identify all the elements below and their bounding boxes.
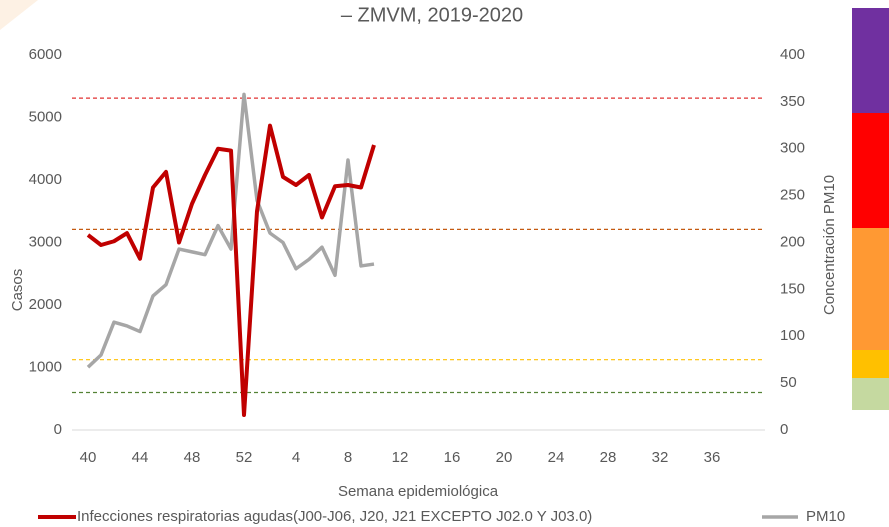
y-tick-label: 3000 [29, 233, 62, 250]
x-tick-label: 36 [704, 449, 721, 466]
y2-tick-label: 350 [780, 93, 805, 110]
x-tick-label: 20 [496, 449, 513, 466]
y2-axis-label: Concentración PM10 [821, 175, 838, 315]
x-tick-label: 8 [344, 449, 352, 466]
series-line [86, 92, 375, 369]
y2-tick-label: 250 [780, 187, 805, 204]
decoration [0, 0, 38, 30]
x-tick-label: 48 [184, 449, 201, 466]
x-tick-label: 24 [548, 449, 565, 466]
x-tick-label: 4 [292, 449, 300, 466]
y-tick-label: 0 [54, 421, 62, 438]
x-axis-label: Semana epidemiológica [338, 483, 499, 500]
y-tick-label: 1000 [29, 358, 62, 375]
y2-tick-label: 200 [780, 233, 805, 250]
y-tick-label: 4000 [29, 171, 62, 188]
y-tick-label: 5000 [29, 108, 62, 125]
y2-tick-label: 300 [780, 140, 805, 157]
band [852, 228, 889, 350]
x-tick-label: 44 [132, 449, 149, 466]
x-tick-label: 40 [80, 449, 97, 466]
y2-tick-label: 150 [780, 280, 805, 297]
y2-tick-label: 100 [780, 327, 805, 344]
y-tick-label: 6000 [29, 46, 62, 63]
y2-tick-label: 0 [780, 421, 788, 438]
x-tick-label: 52 [236, 449, 253, 466]
legend-label: Infecciones respiratorias agudas(J00-J06… [77, 508, 592, 525]
y2-tick-label: 400 [780, 46, 805, 63]
series-line [86, 123, 376, 417]
chart-title: – ZMVM, 2019-2020 [341, 4, 523, 26]
band [852, 113, 889, 228]
x-tick-label: 12 [392, 449, 409, 466]
y-axis-label: Casos [9, 269, 26, 312]
x-tick-label: 32 [652, 449, 669, 466]
x-tick-label: 28 [600, 449, 617, 466]
band [852, 378, 889, 410]
y2-tick-label: 50 [780, 374, 797, 391]
band [852, 8, 889, 113]
legend-label: PM10 [806, 508, 845, 525]
x-tick-label: 16 [444, 449, 461, 466]
y-tick-label: 2000 [29, 296, 62, 313]
band [852, 350, 889, 378]
